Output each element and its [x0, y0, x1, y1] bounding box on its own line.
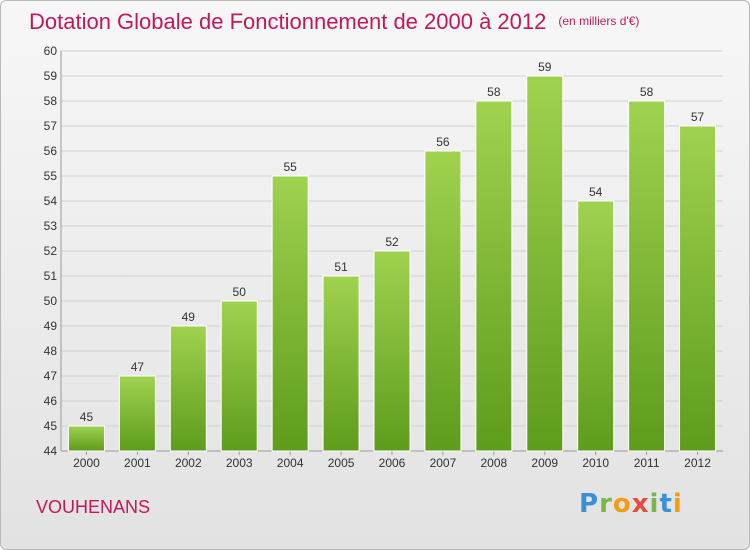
- axes: 44 45 46 47 48 49 50 51 52 53 54 55 56 57 58 59 60 2000 20…: [44, 44, 723, 470]
- x-tick-label: 2010: [582, 456, 609, 470]
- bars: [67, 75, 717, 452]
- y-tick-label: 45: [44, 419, 58, 433]
- x-tick-label: 2000: [73, 456, 100, 470]
- data-label-2002: 49: [182, 310, 196, 324]
- proxiti-logo: Proxiti: [579, 489, 683, 519]
- data-label-2006: 52: [385, 235, 399, 249]
- x-tick-label: 2008: [480, 456, 507, 470]
- data-label-2005: 51: [334, 260, 348, 274]
- chart-title-text: Dotation Globale de Fonctionnement de 20…: [29, 9, 547, 34]
- y-tick-label: 51: [44, 269, 58, 283]
- y-tick-label: 60: [44, 44, 58, 58]
- bar-2000: [67, 425, 105, 452]
- y-tick-label: 52: [44, 244, 58, 258]
- data-label-2011: 58: [640, 85, 654, 99]
- bar-2009: [526, 75, 564, 452]
- chart-unit: (en milliers d'€): [558, 14, 640, 28]
- bar-2005: [322, 275, 360, 452]
- bar-2002: [169, 325, 207, 452]
- data-label-2004: 55: [283, 160, 297, 174]
- y-tick-label: 59: [44, 69, 58, 83]
- x-tick-label: 2006: [379, 456, 406, 470]
- data-label-2009: 59: [538, 60, 552, 74]
- y-tick-label: 57: [44, 119, 58, 133]
- y-tick-label: 49: [44, 319, 58, 333]
- y-tick-label: 46: [44, 394, 58, 408]
- data-label-2012: 57: [691, 110, 705, 124]
- bar-2007: [424, 150, 462, 452]
- data-label-2003: 50: [233, 285, 247, 299]
- x-tick-label: 2005: [328, 456, 355, 470]
- bar-2008: [475, 100, 513, 452]
- data-label-2008: 58: [487, 85, 501, 99]
- y-tick-label: 56: [44, 144, 58, 158]
- chart-title: Dotation Globale de Fonctionnement de 20…: [29, 9, 639, 35]
- y-tick-label: 44: [44, 444, 58, 458]
- x-tick-label: 2001: [124, 456, 151, 470]
- y-tick-label: 53: [44, 219, 58, 233]
- y-tick-label: 47: [44, 369, 58, 383]
- y-tick-label: 58: [44, 94, 58, 108]
- x-tick-label: 2003: [226, 456, 253, 470]
- commune-name: VOUHENANS: [36, 497, 151, 517]
- y-tick-label: 48: [44, 344, 58, 358]
- x-tick-label: 2004: [277, 456, 304, 470]
- data-label-2000: 45: [80, 410, 94, 424]
- data-label-2010: 54: [589, 185, 603, 199]
- x-tick-label: 2009: [531, 456, 558, 470]
- bar-2004: [271, 175, 309, 452]
- x-tick-label: 2002: [175, 456, 202, 470]
- bar-2012: [679, 125, 717, 452]
- bar-2010: [577, 200, 615, 452]
- bar-2001: [118, 375, 156, 452]
- data-labels: 45 47 49 50 55 51 52 56 58 59 54 58 57: [80, 60, 705, 424]
- bar-2006: [373, 250, 411, 452]
- y-tick-label: 50: [44, 294, 58, 308]
- data-label-2001: 47: [131, 360, 145, 374]
- bar-2011: [628, 100, 666, 452]
- bar-2003: [220, 300, 258, 452]
- y-tick-label: 54: [44, 194, 58, 208]
- x-tick-label: 2007: [430, 456, 457, 470]
- x-tick-label: 2011: [634, 456, 660, 470]
- y-tick-label: 55: [44, 169, 58, 183]
- x-tick-label: 2012: [684, 456, 711, 470]
- data-label-2007: 56: [436, 135, 450, 149]
